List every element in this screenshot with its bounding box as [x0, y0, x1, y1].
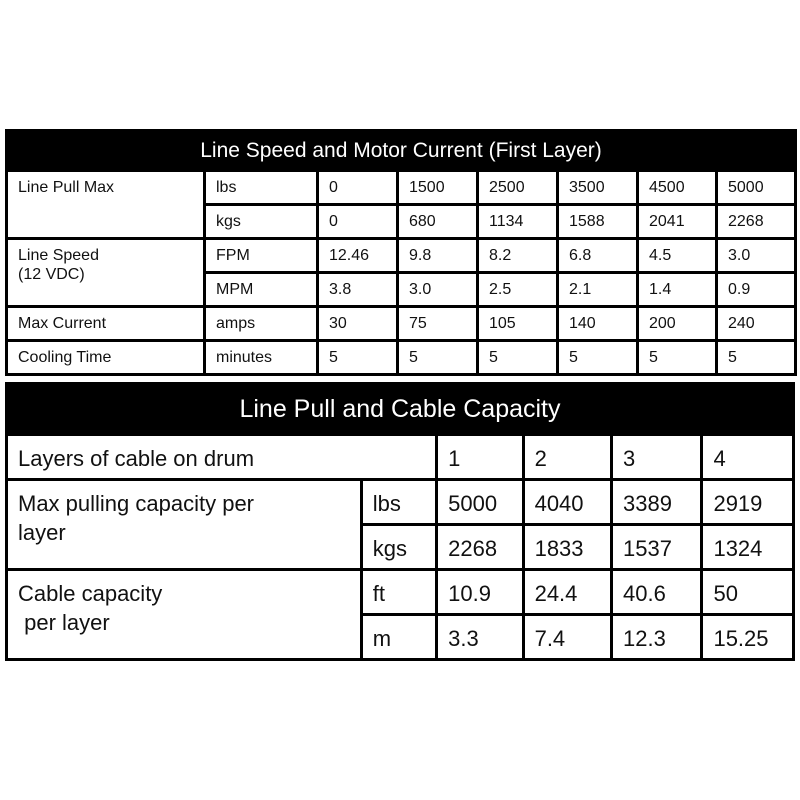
value-cell: 3500 [559, 172, 636, 203]
value-cell: 140 [559, 308, 636, 339]
row-label: Line Speed (12 VDC) [8, 240, 203, 305]
value-cell: 1.4 [639, 274, 715, 305]
row-label-line2: (12 VDC) [18, 266, 85, 283]
row-label-line1: Max pulling capacity per [18, 491, 255, 516]
value-cell: 75 [399, 308, 476, 339]
value-cell: 12.46 [319, 240, 396, 271]
value-cell: 1833 [524, 526, 611, 568]
unit-cell: kgs [206, 206, 316, 237]
layer-cell: 2 [524, 436, 611, 478]
value-cell: 4500 [639, 172, 715, 203]
value-cell: 0.9 [718, 274, 795, 305]
value-cell: 0 [319, 206, 396, 237]
value-cell: 5 [399, 342, 476, 373]
value-cell: 12.3 [613, 616, 701, 658]
row-label-line2: layer [18, 520, 66, 545]
table-row: Cooling Time minutes 5 5 5 5 5 5 [8, 342, 795, 373]
layer-cell: 1 [438, 436, 522, 478]
row-label: Max pulling capacity per layer [8, 481, 360, 568]
value-cell: 200 [639, 308, 715, 339]
row-label: Line Pull Max [8, 172, 203, 237]
unit-cell: kgs [362, 526, 436, 568]
unit-cell: ft [362, 571, 436, 613]
unit-cell: lbs [362, 481, 436, 523]
value-cell: 24.4 [524, 571, 611, 613]
table-row: kgs 2268 1833 1537 1324 [8, 526, 792, 568]
value-cell: 2500 [479, 172, 556, 203]
value-cell: 2268 [438, 526, 522, 568]
value-cell: 9.8 [399, 240, 476, 271]
row-label: Layers of cable on drum [8, 436, 436, 478]
unit-cell: lbs [206, 172, 316, 203]
value-cell: 3.8 [319, 274, 396, 305]
value-cell: 240 [718, 308, 795, 339]
value-cell: 2041 [639, 206, 715, 237]
value-cell: 3389 [613, 481, 701, 523]
value-cell: 680 [399, 206, 476, 237]
value-cell: 3.0 [718, 240, 795, 271]
value-cell: 1134 [479, 206, 556, 237]
row-label: Cooling Time [8, 342, 203, 373]
value-cell: 3.0 [399, 274, 476, 305]
value-cell: 4.5 [639, 240, 715, 271]
unit-cell: MPM [206, 274, 316, 305]
table-title: Line Speed and Motor Current (First Laye… [8, 132, 795, 169]
row-label-line1: Cable capacity [18, 581, 163, 606]
table-row: Layers of cable on drum 1 2 3 4 [8, 436, 792, 478]
row-label-line1: Line Speed [18, 247, 99, 264]
value-cell: 7.4 [524, 616, 611, 658]
value-cell: 3.3 [438, 616, 522, 658]
layer-cell: 4 [703, 436, 792, 478]
value-cell: 5 [479, 342, 556, 373]
value-cell: 2.1 [559, 274, 636, 305]
value-cell: 105 [479, 308, 556, 339]
value-cell: 5 [718, 342, 795, 373]
layer-cell: 3 [613, 436, 701, 478]
unit-cell: amps [206, 308, 316, 339]
value-cell: 5 [559, 342, 636, 373]
value-cell: 10.9 [438, 571, 522, 613]
value-cell: 1500 [399, 172, 476, 203]
row-label: Max Current [8, 308, 203, 339]
table-row: Line Pull Max lbs 0 1500 2500 3500 4500 … [8, 172, 795, 237]
value-cell: 8.2 [479, 240, 556, 271]
value-cell: 5000 [718, 172, 795, 203]
value-cell: 30 [319, 308, 396, 339]
value-cell: 2268 [718, 206, 795, 237]
unit-cell: FPM [206, 240, 316, 271]
table-row: MPM 3.8 3.0 2.5 2.1 1.4 0.9 [8, 274, 795, 305]
unit-cell: m [362, 616, 436, 658]
value-cell: 1324 [703, 526, 792, 568]
unit-cell: minutes [206, 342, 316, 373]
table-title: Line Pull and Cable Capacity [8, 385, 792, 433]
value-cell: 0 [319, 172, 396, 203]
value-cell: 1537 [613, 526, 701, 568]
value-cell: 6.8 [559, 240, 636, 271]
value-cell: 5000 [438, 481, 522, 523]
value-cell: 5 [639, 342, 715, 373]
line-speed-motor-current-table: Line Speed and Motor Current (First Laye… [5, 129, 798, 376]
table-row: Max pulling capacity per layer lbs 5000 4… [8, 481, 792, 568]
value-cell: 50 [703, 571, 792, 613]
line-pull-cable-capacity-table: Line Pull and Cable Capacity Layers of c… [5, 382, 795, 661]
row-label-line2: per layer [18, 610, 110, 635]
value-cell: 4040 [524, 481, 611, 523]
row-label: Cable capacity per layer [8, 571, 360, 658]
table-row: Cable capacity per layer ft 10.9 24.4 40… [8, 571, 792, 658]
value-cell: 5 [319, 342, 396, 373]
table-row: kgs 0 680 1134 1588 2041 2268 [8, 206, 795, 237]
value-cell: 40.6 [613, 571, 701, 613]
table-row: m 3.3 7.4 12.3 15.25 [8, 616, 792, 658]
table-row: Line Speed (12 VDC) FPM 12.46 9.8 8.2 6.8… [8, 240, 795, 305]
value-cell: 1588 [559, 206, 636, 237]
value-cell: 2.5 [479, 274, 556, 305]
table-row: Max Current amps 30 75 105 140 200 240 [8, 308, 795, 339]
value-cell: 2919 [703, 481, 792, 523]
value-cell: 15.25 [703, 616, 792, 658]
